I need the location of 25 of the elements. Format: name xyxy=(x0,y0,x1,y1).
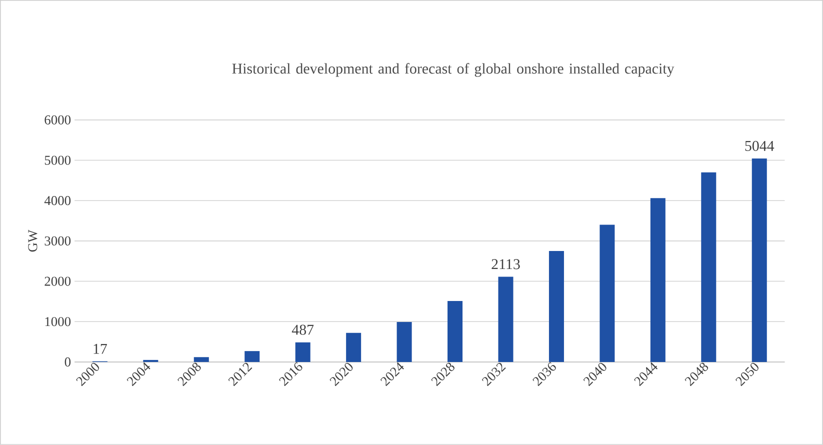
bar xyxy=(650,198,666,362)
bar xyxy=(295,342,310,362)
y-tick-label: 5000 xyxy=(44,156,71,165)
y-tick-label: 3000 xyxy=(44,236,71,246)
y-tick-label: 6000 xyxy=(44,115,71,124)
bar xyxy=(498,276,514,362)
bar xyxy=(701,172,716,362)
bar xyxy=(548,251,564,362)
data-label: 17 xyxy=(94,344,107,354)
bar xyxy=(244,351,260,362)
chart-title: Historical development and forecast of global onshore installed capacity xyxy=(232,63,674,77)
bar xyxy=(194,357,209,362)
data-label: 5044 xyxy=(745,140,774,152)
y-tick-label: 2000 xyxy=(44,276,71,286)
y-tick-label: 1000 xyxy=(45,317,71,326)
y-tick-label: 0 xyxy=(64,357,71,367)
data-label: 2113 xyxy=(492,259,520,270)
bar xyxy=(346,332,362,362)
y-tick-label: 4000 xyxy=(44,196,71,206)
bar xyxy=(396,322,412,362)
bar xyxy=(752,158,767,362)
y-axis-title: GW xyxy=(28,230,38,252)
data-label: 487 xyxy=(292,324,314,335)
bar xyxy=(448,301,463,362)
bar xyxy=(600,224,615,362)
